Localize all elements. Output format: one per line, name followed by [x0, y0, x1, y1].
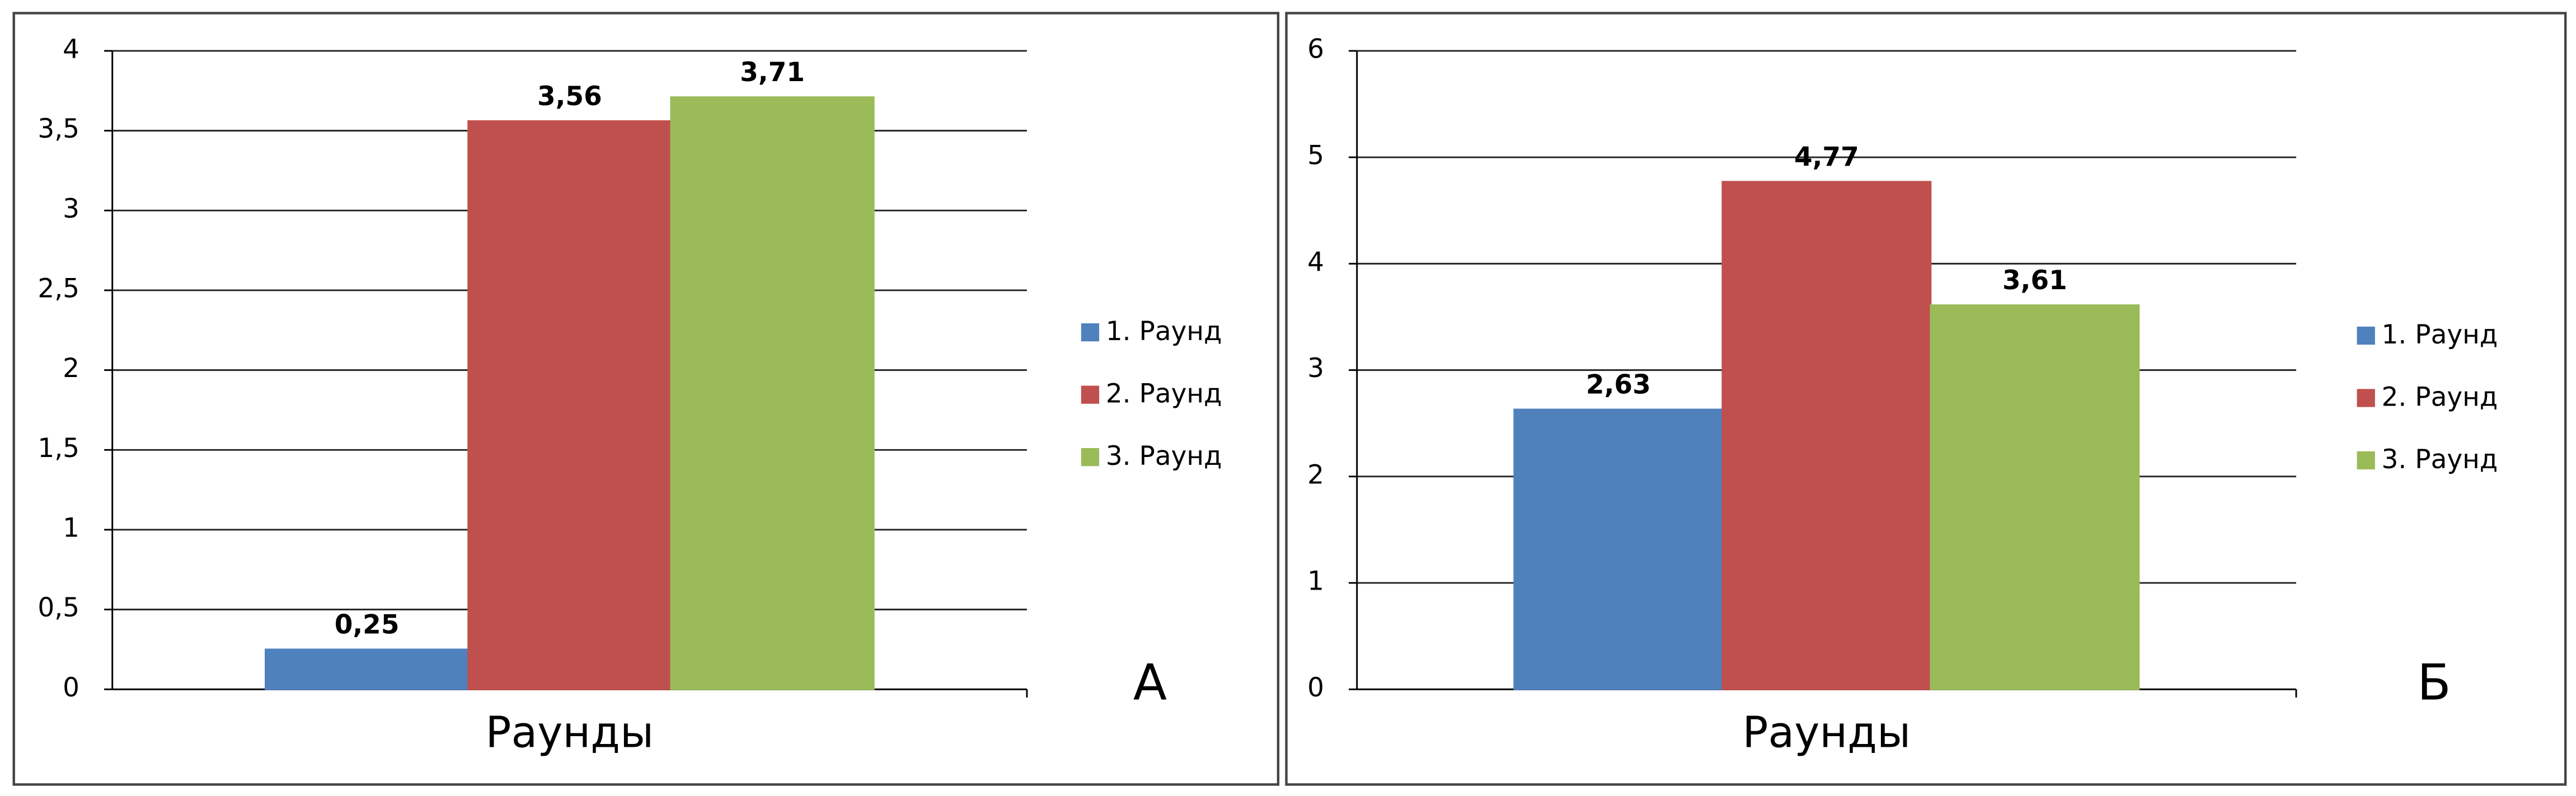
y-tick-label: 2 — [1307, 459, 1324, 490]
y-tick-label: 2 — [63, 353, 79, 384]
y-tick-label: 6 — [1307, 34, 1324, 64]
legend-label: 1. Раунд — [2382, 319, 2498, 350]
bar — [1930, 304, 2140, 690]
y-tick-label: 2,5 — [37, 273, 79, 304]
x-category-label: Раунды — [486, 707, 654, 757]
legend-swatch — [1081, 323, 1100, 342]
data-label: 2,63 — [1586, 369, 1651, 400]
y-tick-label: 4 — [1307, 247, 1324, 277]
y-tick-label: 4 — [63, 34, 79, 64]
legend-label: 3. Раунд — [2382, 444, 2498, 475]
panel-letter: А — [1133, 653, 1167, 711]
y-tick-label: 3 — [1307, 353, 1324, 384]
legend-label: 1. Раунд — [1106, 316, 1222, 347]
y-tick-label: 5 — [1307, 140, 1324, 171]
data-label: 3,71 — [740, 57, 805, 88]
legend-swatch — [2357, 326, 2375, 345]
legend-swatch — [2357, 389, 2375, 407]
y-tick-label: 3,5 — [37, 114, 79, 144]
panel-letter: Б — [2417, 653, 2451, 711]
y-tick-label: 1 — [63, 512, 79, 543]
x-category-label: Раунды — [1743, 707, 1911, 757]
y-tick-label: 0 — [63, 672, 79, 703]
bar — [265, 648, 470, 690]
y-tick-label: 1 — [1307, 566, 1324, 597]
y-tick-label: 0,5 — [37, 592, 79, 623]
y-tick-label: 3 — [63, 194, 79, 224]
legend-swatch — [2357, 451, 2375, 470]
data-label: 4,77 — [1794, 142, 1859, 172]
bar — [467, 120, 672, 690]
data-label: 3,56 — [537, 81, 602, 112]
legend-swatch — [1081, 385, 1100, 404]
legend-swatch — [1081, 448, 1100, 467]
y-tick-label: 1,5 — [37, 433, 79, 464]
legend-label: 3. Раунд — [1106, 441, 1222, 472]
y-tick-label: 0 — [1307, 672, 1324, 703]
data-label: 0,25 — [335, 609, 400, 640]
legend-label: 2. Раунд — [1106, 379, 1222, 409]
bar — [1513, 408, 1724, 690]
data-label: 3,61 — [2002, 265, 2067, 296]
bar — [670, 96, 875, 690]
legend-label: 2. Раунд — [2382, 381, 2498, 412]
bar — [1721, 181, 1932, 690]
